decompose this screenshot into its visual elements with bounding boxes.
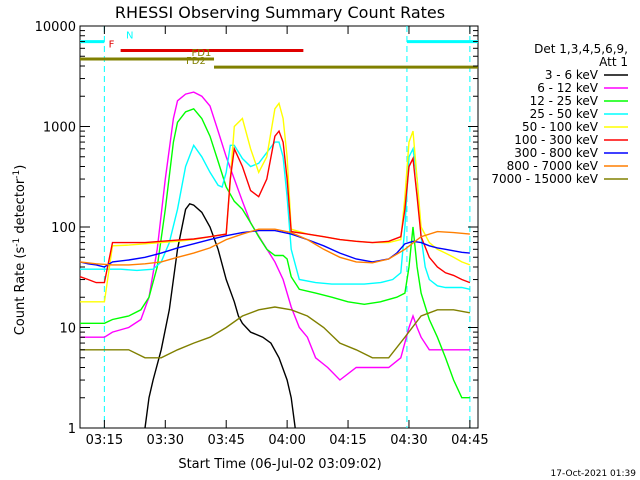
x-tick-label-5: 04:30 xyxy=(390,433,427,448)
legend-label-3: 25 - 50 keV xyxy=(530,107,599,121)
series-layer xyxy=(79,26,471,429)
y-tick-label-1: 10 xyxy=(59,322,76,337)
y-tick-label-4: 10000 xyxy=(35,20,76,35)
legend-label-6: 300 - 800 keV xyxy=(514,146,598,160)
series-line-7 xyxy=(79,228,470,266)
y-axis-label: Count Rate (s-1 detector-1) xyxy=(12,165,28,336)
series-line-5 xyxy=(79,129,471,284)
y-axis-label-end: ) xyxy=(13,165,28,170)
y-axis-label-mid: detector xyxy=(13,178,28,238)
series-line-8 xyxy=(80,306,471,359)
x-axis-label: Start Time (06-Jul-02 03:09:02) xyxy=(178,457,381,472)
state-bar-label-n: N xyxy=(126,31,133,42)
plot-border xyxy=(79,25,479,429)
x-tick-label-6: 04:45 xyxy=(451,433,488,448)
state-bar-label-fd2: FD2 xyxy=(186,56,206,67)
y-tick-label-0: 1 xyxy=(68,422,76,437)
legend-label-7: 800 - 7000 keV xyxy=(507,159,599,173)
legend-label-2: 12 - 25 keV xyxy=(530,94,599,108)
legend-label-0: 3 - 6 keV xyxy=(545,68,599,82)
x-tick-label-1: 03:30 xyxy=(147,433,184,448)
footer-timestamp: 17-Oct-2021 01:39 xyxy=(551,469,637,479)
series-line-1 xyxy=(80,91,470,381)
series-line-4 xyxy=(80,101,471,303)
series-line-0 xyxy=(144,202,296,429)
y-axis: 1 10 100 1000 10000 xyxy=(35,20,478,437)
chart-title: RHESSI Observing Summary Count Rates xyxy=(115,3,445,22)
y-tick-label-3: 1000 xyxy=(43,121,76,136)
state-bar-label-f: F xyxy=(109,40,115,51)
x-tick-label-2: 03:45 xyxy=(207,433,244,448)
x-tick-label-4: 04:15 xyxy=(329,433,366,448)
series-line-2 xyxy=(80,107,470,399)
y-axis-label-sup1: -1 xyxy=(12,238,22,247)
x-axis: 03:15 03:30 03:45 04:00 04:15 04:30 04:45 xyxy=(86,26,489,448)
legend-label-8: 7000 - 15000 keV xyxy=(491,172,598,186)
legend-label-5: 100 - 300 keV xyxy=(514,133,598,147)
x-tick-label-3: 04:00 xyxy=(268,433,305,448)
y-tick-label-2: 100 xyxy=(51,221,76,236)
series-line-3 xyxy=(80,141,471,290)
legend-header-line1: Det 1,3,4,5,6,9, xyxy=(534,42,628,56)
y-axis-label-main: Count Rate (s xyxy=(13,247,28,336)
state-bar-label-fd1: FD1 xyxy=(192,48,212,59)
plot-area xyxy=(79,25,479,429)
legend-label-4: 50 - 100 keV xyxy=(522,120,599,134)
y-axis-label-sup2: -1 xyxy=(12,170,22,179)
x-tick-label-0: 03:15 xyxy=(86,433,123,448)
legend-header-line2: Att 1 xyxy=(599,55,628,69)
legend-label-1: 6 - 12 keV xyxy=(537,81,599,95)
